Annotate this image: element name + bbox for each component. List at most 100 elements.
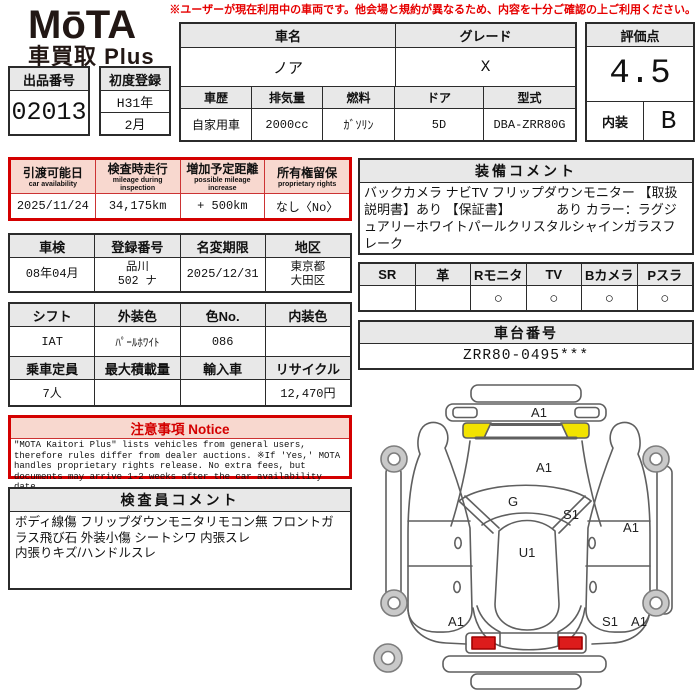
shift-capacity-table: シフト 外装色 色No. 内装色 IAT ﾊﾟｰﾙﾎﾜｲﾄ 086 乗車定員 最… [8, 302, 352, 407]
max-load-value [94, 380, 179, 405]
exterior-color-value: ﾊﾟｰﾙﾎﾜｲﾄ [94, 327, 179, 356]
circle-mark: ○ [581, 286, 637, 310]
door-handle [589, 580, 598, 594]
hood-edge-left [450, 440, 471, 527]
rear-quarter-right [591, 609, 651, 645]
score-label: 評価点 [587, 24, 693, 46]
score-value: 4.5 [609, 55, 671, 93]
interior-label: 内装 [601, 114, 628, 130]
a-pillar-left [464, 495, 500, 529]
interior-color-label: 内装色 [264, 304, 350, 326]
delivery-table: 引渡可能日 car availability 検査時走行 mileage dur… [8, 157, 352, 221]
lot-number-box: 出品番号 02013 [8, 66, 90, 136]
wheel-hub [380, 650, 396, 666]
a-pillar-right [552, 495, 586, 529]
reg-number-value: 品川 502 ナ [94, 258, 179, 291]
delivery-header-en: mileage during inspection [112, 177, 163, 192]
car-damage-diagram: A1 A1 G S1 U1 A1 A1 S1 A1 [373, 384, 673, 690]
max-load-label: 最大積載量 [94, 357, 180, 379]
fog-lamp-left [452, 406, 478, 419]
first-registration-box: 初度登録 H31年 2月 [99, 66, 171, 136]
history-value: 自家用車 [191, 118, 240, 132]
mileage-increase-value: + 500km [179, 194, 265, 218]
circle-mark: ○ [525, 286, 582, 310]
delivery-header: 引渡可能日 car availability [11, 160, 95, 193]
model-label: 型式 [483, 87, 575, 108]
d-pillar-right [557, 605, 586, 647]
delivery-header: 所有権留保 proprietary rights [264, 160, 349, 193]
notice-box: 注意事項 Notice "MOTA Kaitori Plus" lists ve… [8, 415, 352, 492]
front-bumper-top [470, 384, 582, 403]
delivery-header-jp: 増加予定距離 [186, 162, 259, 177]
equipment-comment-title: 装備コメント [360, 160, 692, 182]
first-registration-year: H31年 [116, 96, 154, 111]
shaken-value: 08年04月 [25, 266, 79, 281]
door-handle [454, 536, 463, 550]
damage-label-rear-left: A1 [448, 614, 464, 629]
proprietary-rights-value: なし〈No〉 [264, 194, 349, 218]
headlight-left-highlight [462, 422, 492, 439]
district-value: 東京都 大田区 [264, 258, 350, 291]
flag-sr-label: SR [360, 264, 415, 285]
flag-leather-mark [414, 286, 471, 310]
flag-tv-label: TV [525, 264, 581, 285]
side-panel-left [407, 421, 473, 633]
flag-sr-mark [360, 286, 415, 310]
damage-label-windshield: G [508, 494, 518, 509]
inspector-comment-box: 検査員コメント ボディ線傷 フリップダウンモニタリモコン無 フロントガラス飛び石… [8, 487, 352, 590]
mota-logo-subtitle: 車買取 Plus [28, 44, 155, 69]
hood-edge-right [581, 440, 602, 527]
displacement-label: 排気量 [251, 87, 322, 108]
fuel-value: ｶﾞｿﾘﾝ [322, 109, 394, 140]
circle-mark: ○ [470, 286, 526, 310]
score-box: 評価点 4.5 内装 B [585, 22, 695, 142]
reg-number-label: 登録番号 [94, 235, 180, 257]
recycle-label: リサイクル [264, 357, 350, 379]
capacity-value: 7人 [42, 387, 62, 401]
flag-bcamera-label: Bカメラ [581, 264, 637, 285]
warning-banner: ※ユーザーが現在利用中の車両です。他会場と規約が異なるため、内容を十分ご確認の上… [169, 4, 696, 16]
notice-body: "MOTA Kaitori Plus" lists vehicles from … [14, 440, 341, 492]
rear-bumper-lower [470, 673, 582, 690]
mileage-value: 34,175km [94, 194, 180, 218]
front-bumper-bar [445, 403, 607, 422]
chassis-number-box: 車台番号 ZRR80-0495*** [358, 320, 694, 370]
fog-lamp-right [574, 406, 600, 419]
chassis-number-label: 車台番号 [360, 322, 692, 343]
a-pillar-right [558, 500, 592, 534]
exterior-color-label: 外装色 [94, 304, 180, 326]
car-name-value: ノア [272, 60, 303, 78]
delivery-header: 増加予定距離 possible mileage increase [179, 160, 265, 193]
grade-value: X [395, 48, 575, 86]
chassis-number-value: ZRR80-0495*** [462, 348, 590, 364]
shift-value: IAT [41, 334, 63, 349]
damage-label-a-pillar-right: S1 [563, 507, 579, 522]
delivery-header-jp: 所有権留保 [277, 166, 338, 181]
roof-panel [494, 519, 560, 631]
interior-grade: B [643, 102, 693, 140]
notice-title: 注意事項 Notice [11, 418, 349, 438]
color-no-label: 色No. [179, 304, 265, 326]
logo-block: MōTA 車買取 Plus [28, 5, 155, 69]
door-handle [588, 536, 597, 550]
first-registration-month: 2月 [124, 118, 146, 133]
windshield-bottom [481, 512, 571, 526]
district-label: 地区 [264, 235, 350, 257]
d-pillar-left [472, 605, 501, 647]
delivery-date-value: 2025/11/24 [16, 199, 89, 213]
flag-rmonitor-label: Rモニタ [470, 264, 526, 285]
registration-table: 車検 登録番号 名変期限 地区 08年04月 品川 502 ナ 2025/12/3… [8, 233, 352, 293]
door-label: ドア [394, 87, 483, 108]
shaken-label: 車検 [10, 235, 95, 257]
mota-logo: MōTA [28, 3, 137, 47]
tailgate-line [499, 645, 559, 651]
taillight-right-highlight [558, 636, 583, 650]
rear-quarter-left [407, 609, 467, 645]
delivery-header-en: car availability [28, 181, 77, 189]
spec-table: 車名 グレード ノア X 車歴 排気量 燃料 ドア 型式 自家用車 2000cc… [179, 22, 577, 142]
fuel-label: 燃料 [322, 87, 394, 108]
taillight-bar [465, 632, 587, 654]
displacement-value: 2000cc [251, 109, 322, 140]
history-label: 車歴 [181, 87, 251, 108]
interior-color-value [264, 327, 350, 356]
